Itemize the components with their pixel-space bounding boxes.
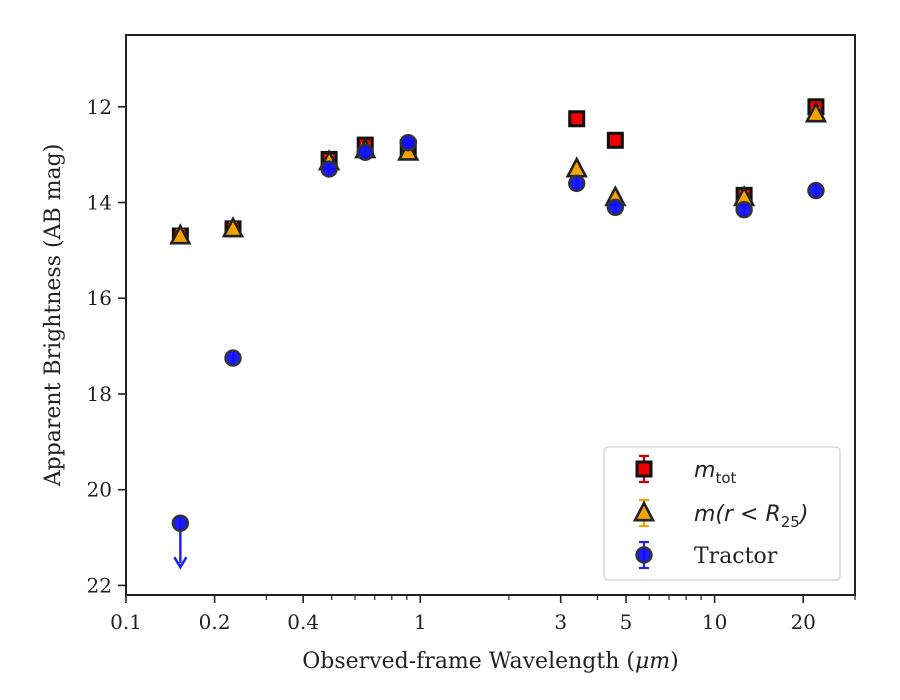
legend-label-m-r25: m(r < R25) [694,502,808,531]
tractor-point [171,514,190,532]
legend-label-mtot: mtot [694,458,736,487]
upper-limit-arrowhead [173,556,188,570]
tractor-point [606,198,625,217]
legend-m-r25-base: m(r < R [694,502,781,527]
legend: mtot m(r < R25) Tractor [603,446,841,581]
legend-box [603,446,841,581]
x-tick-label: 0.2 [199,610,231,634]
legend-mtot-sub: tot [715,469,736,487]
y-axis-label: Apparent Brightness (AB mag) [41,144,66,488]
x-axis-label-unit: μm [635,649,670,674]
data-marks [169,98,828,570]
axis-ticks: 0.1 0.2 0.4 1 3 5 10 20 12 14 16 18 20 22 [87,95,856,634]
x-tick-label: 20 [790,610,815,634]
tractor-point [735,201,753,219]
y-tick-label: 22 [87,573,112,597]
tractor-point [356,143,374,161]
tractor-point [399,133,417,152]
y-tick-label: 16 [87,286,112,310]
x-tick-label: 0.1 [110,610,142,634]
tractor-point [224,349,242,367]
x-tick-label: 1 [414,610,427,634]
legend-label-tractor: Tractor [694,544,778,569]
legend-mtot-base: m [694,458,715,483]
legend-marker [635,546,653,564]
y-tick-label: 14 [87,191,112,215]
m-r25-point [169,223,192,245]
m-r25-point [804,101,828,123]
x-tick-label: 3 [554,610,567,634]
x-tick-label: 5 [620,610,633,634]
x-axis-label: Observed-frame Wavelength (μm) [302,649,678,674]
m-r25-point [221,216,245,238]
m-r25-point [565,156,588,178]
tractor-point [568,174,586,193]
x-axis-label-prefix: Observed-frame Wavelength ( [302,649,635,674]
y-tick-label: 20 [87,478,112,502]
x-tick-label: 10 [702,610,727,634]
mtot-point [606,131,624,149]
plot-frame [125,34,856,596]
mtot-point [568,110,586,128]
x-tick-label: 0.4 [287,610,319,634]
y-tick-label: 12 [87,95,112,119]
legend-m-r25-suffix: ) [798,502,809,527]
legend-m-r25-sub: 25 [781,513,800,531]
y-tick-label: 18 [87,382,112,406]
x-axis-label-suffix: ) [670,649,679,674]
tractor-point [320,160,338,178]
legend-marker [635,460,653,478]
tractor-point [807,181,825,200]
legend-marker [632,500,656,522]
